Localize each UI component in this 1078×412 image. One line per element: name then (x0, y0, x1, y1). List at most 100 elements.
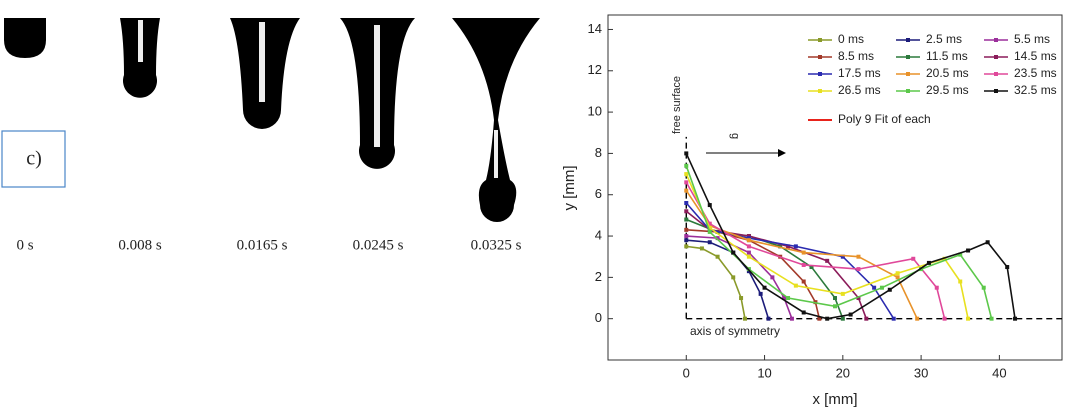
annotation: g (729, 133, 741, 139)
legend-marker (906, 55, 910, 59)
y-tick-label: 10 (588, 104, 602, 119)
y-tick-label: 8 (595, 145, 602, 160)
data-point (708, 230, 712, 234)
droplet-highlight (374, 25, 380, 147)
y-tick-label: 12 (588, 62, 602, 77)
data-point (856, 255, 860, 259)
data-point (841, 317, 845, 321)
frame-label: 0.0325 s (471, 237, 522, 253)
data-point (747, 244, 751, 248)
data-point (896, 271, 900, 275)
data-point (982, 286, 986, 290)
data-point (802, 263, 806, 267)
x-tick-label: 0 (683, 365, 690, 380)
data-point (716, 255, 720, 259)
data-point (739, 296, 743, 300)
data-point (684, 180, 688, 184)
legend-label: 23.5 ms (1014, 66, 1057, 80)
data-point (790, 317, 794, 321)
data-point (708, 203, 712, 207)
data-point (684, 228, 688, 232)
data-point (849, 313, 853, 317)
series-line (686, 191, 917, 319)
y-tick-label: 2 (595, 269, 602, 284)
legend-label: 2.5 ms (926, 32, 962, 46)
data-point (763, 286, 767, 290)
legend-marker (994, 55, 998, 59)
data-point (684, 234, 688, 238)
legend-marker (906, 89, 910, 93)
data-point (794, 244, 798, 248)
data-point (684, 189, 688, 193)
legend-marker (818, 89, 822, 93)
data-point (880, 286, 884, 290)
annotation: free surface (671, 76, 683, 134)
data-point (802, 279, 806, 283)
legend-label: Poly 9 Fit of each (838, 112, 931, 126)
legend-marker (994, 72, 998, 76)
legend-label: 5.5 ms (1014, 32, 1050, 46)
gravity-arrow-head (778, 149, 786, 157)
data-point (786, 296, 790, 300)
y-axis-label: y [mm] (561, 166, 578, 211)
legend-marker (906, 72, 910, 76)
droplet-highlight (259, 22, 265, 102)
panel-label: c) (26, 148, 42, 170)
legend-marker (818, 72, 822, 76)
data-point (731, 275, 735, 279)
legend-label: 0 ms (838, 32, 864, 46)
legend-label: 14.5 ms (1014, 49, 1057, 63)
data-point (856, 267, 860, 271)
legend-label: 20.5 ms (926, 66, 969, 80)
frame-label: 0 s (16, 237, 33, 253)
data-point (747, 238, 751, 242)
legend-label: 29.5 ms (926, 83, 969, 97)
data-point (958, 279, 962, 283)
data-point (759, 292, 763, 296)
data-point (770, 275, 774, 279)
droplet-highlight (494, 130, 498, 178)
x-tick-label: 40 (992, 365, 1006, 380)
data-point (731, 251, 735, 255)
data-point (766, 317, 770, 321)
x-axis-label: x [mm] (813, 391, 858, 408)
data-point (825, 317, 829, 321)
data-point (684, 201, 688, 205)
data-point (966, 317, 970, 321)
x-tick-label: 20 (836, 365, 850, 380)
data-point (700, 246, 704, 250)
data-point (833, 304, 837, 308)
data-point (1005, 265, 1009, 269)
data-point (888, 288, 892, 292)
data-point (892, 317, 896, 321)
data-point (915, 317, 919, 321)
data-point (684, 218, 688, 222)
data-point (794, 284, 798, 288)
data-point (990, 317, 994, 321)
data-point (864, 317, 868, 321)
data-point (966, 249, 970, 253)
legend-marker (818, 38, 822, 42)
legend-marker (994, 38, 998, 42)
legend-label: 8.5 ms (838, 49, 874, 63)
data-point (684, 151, 688, 155)
frame-label: 0.0245 s (353, 237, 404, 253)
data-point (841, 292, 845, 296)
data-point (872, 286, 876, 290)
data-point (747, 255, 751, 259)
droplet-photos (4, 18, 540, 222)
data-point (1013, 317, 1017, 321)
data-point (684, 172, 688, 176)
data-point (927, 261, 931, 265)
legend-marker (906, 38, 910, 42)
y-tick-label: 6 (595, 186, 602, 201)
legend-label: 26.5 ms (838, 83, 881, 97)
legend-label: 11.5 ms (926, 49, 968, 63)
droplet (4, 18, 46, 58)
data-point (802, 251, 806, 255)
data-point (684, 164, 688, 168)
figure-canvas: c) 0 s 0.008 s 0.0165 s 0.0245 s 0.0325 … (0, 0, 1078, 412)
data-point (747, 251, 751, 255)
data-point (943, 317, 947, 321)
x-tick-label: 10 (757, 365, 771, 380)
